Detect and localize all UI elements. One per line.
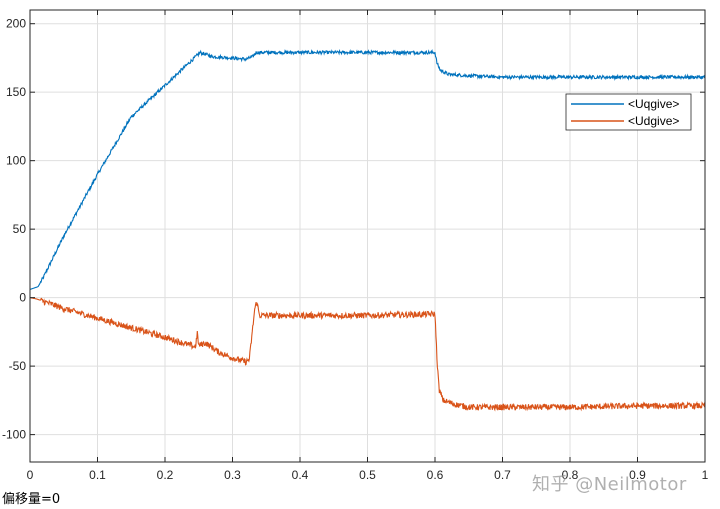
x-tick-label: 0 — [27, 468, 34, 482]
y-tick-label: 150 — [6, 85, 26, 99]
legend-label: <Uqgive> — [628, 97, 679, 111]
watermark: 知乎 @Neilmotor — [532, 474, 687, 495]
tick-labels: 0 0.1 0.2 0.3 0.4 0.5 0.6 0.7 0.8 0.9 1 -100 -50 0 50 1… — [2, 10, 709, 482]
y-tick-label: 50 — [13, 222, 27, 236]
x-tick-label: 0.5 — [359, 468, 376, 482]
series-layer — [29, 48, 706, 412]
series-line-1 — [29, 48, 706, 290]
legend-label: <Udgive> — [628, 114, 679, 128]
offset-label: 偏移量=0 — [2, 492, 61, 507]
x-tick-label: 0.2 — [157, 468, 174, 482]
x-tick-label: 0.9 — [629, 468, 646, 482]
series-line-2 — [29, 297, 706, 412]
x-tick-label: 1 — [702, 468, 709, 482]
y-tick-label: -100 — [2, 428, 26, 442]
x-tick-label: 0.8 — [562, 468, 579, 482]
legend[interactable]: <Uqgive> <Udgive> — [565, 93, 692, 131]
y-tick-label: 200 — [6, 17, 26, 31]
x-tick-label: 0.1 — [89, 468, 106, 482]
x-tick-label: 0.3 — [224, 468, 241, 482]
x-tick-label: 0.7 — [494, 468, 511, 482]
legend-box — [565, 93, 692, 131]
y-tick-label: -50 — [9, 359, 27, 373]
x-tick-label: 0.6 — [427, 468, 444, 482]
x-tick-label: 0.4 — [292, 468, 309, 482]
y-tick-label: 0 — [19, 291, 26, 305]
y-tick-label: 100 — [6, 154, 26, 168]
